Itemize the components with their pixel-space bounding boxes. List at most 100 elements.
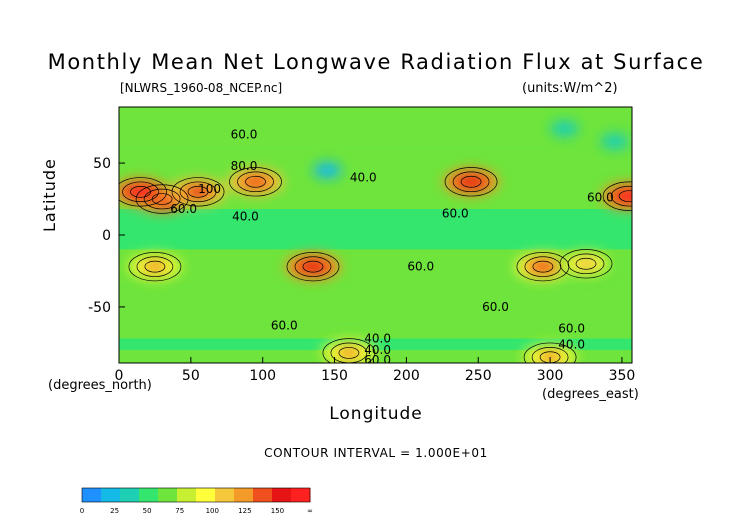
contour-line bbox=[237, 171, 274, 193]
contour-label: 60.0 bbox=[364, 353, 391, 367]
y-axis-label: Latitude bbox=[40, 158, 59, 232]
latitude-band bbox=[119, 131, 632, 149]
colorbar-tick-label: 125 bbox=[238, 507, 251, 515]
hotspot bbox=[538, 350, 563, 363]
contour-label: 40.0 bbox=[350, 170, 377, 184]
contour-line bbox=[144, 260, 166, 273]
contour-line bbox=[338, 347, 360, 359]
dataset-filename: [NLWRS_1960-08_NCEP.nc] bbox=[120, 81, 283, 95]
contour-line bbox=[322, 338, 376, 363]
latitude-band bbox=[119, 338, 632, 351]
x-axis-label: Longitude bbox=[329, 404, 423, 424]
contour-line bbox=[460, 175, 482, 188]
contour-label: 60.0 bbox=[558, 321, 585, 335]
colorbar-swatch bbox=[234, 488, 254, 502]
x-tick-label: 100 bbox=[249, 368, 276, 384]
contour-line bbox=[245, 175, 266, 188]
hotspot bbox=[186, 184, 211, 199]
colorbar-tick-label: 75 bbox=[175, 507, 184, 515]
colorbar-tick-label: ∞ bbox=[307, 507, 313, 515]
contour-line bbox=[128, 251, 182, 282]
latitude-band bbox=[119, 107, 632, 132]
heatmap-field bbox=[119, 107, 632, 363]
latitude-band bbox=[119, 148, 632, 175]
contour-line bbox=[532, 260, 554, 273]
contour-label: 60.0 bbox=[482, 300, 509, 314]
colorbar-frame bbox=[81, 487, 311, 503]
contour-line bbox=[286, 251, 340, 282]
contour-label: 40.0 bbox=[364, 343, 391, 357]
contour-line bbox=[294, 256, 332, 277]
contour-label: 60.0 bbox=[442, 206, 469, 220]
hotspot bbox=[336, 345, 361, 360]
contour-line bbox=[452, 171, 490, 193]
colorbar-tick-label: 25 bbox=[110, 507, 119, 515]
y-tick-label: 0 bbox=[102, 228, 111, 244]
contour-line bbox=[151, 193, 173, 205]
contour-line bbox=[122, 181, 159, 203]
colorbar-swatch bbox=[177, 488, 197, 502]
colorbar-tick-label: 0 bbox=[80, 507, 84, 515]
contour-line bbox=[136, 256, 174, 277]
colorbar-tick-label: 100 bbox=[206, 507, 219, 515]
contour-line bbox=[567, 253, 605, 275]
contour-line bbox=[187, 186, 209, 198]
colorbar-swatch bbox=[120, 488, 140, 502]
contour-line bbox=[143, 188, 181, 210]
contour-label: 60.0 bbox=[170, 202, 197, 216]
x-tick-label: 350 bbox=[609, 368, 636, 384]
x-tick-label: 300 bbox=[537, 368, 564, 384]
contour-line bbox=[171, 177, 225, 207]
colorbar-swatch bbox=[291, 488, 311, 502]
contour-label: 60.0 bbox=[587, 191, 614, 205]
colorbar-swatch bbox=[82, 488, 102, 502]
contour-label: 60.0 bbox=[407, 260, 434, 274]
y-axis-unit: (degrees_north) bbox=[48, 378, 152, 393]
x-tick-label: 150 bbox=[321, 368, 348, 384]
x-tick-label: 200 bbox=[393, 368, 420, 384]
colorbar-swatch bbox=[196, 488, 216, 502]
contour-label: 40.0 bbox=[232, 209, 259, 223]
contour-line bbox=[610, 185, 632, 207]
hotspot bbox=[300, 259, 325, 274]
colorbar-swatch bbox=[158, 488, 178, 502]
colorbar-swatch bbox=[272, 488, 292, 502]
y-tick-label: -50 bbox=[88, 300, 111, 316]
latitude-band bbox=[119, 209, 632, 250]
contour-line bbox=[179, 181, 217, 203]
x-axis-unit: (degrees_east) bbox=[542, 387, 639, 402]
coldspot bbox=[550, 120, 579, 137]
contour-label: 60.0 bbox=[271, 319, 298, 333]
colorbar-tick-label: 150 bbox=[271, 507, 284, 515]
contour-labels: 60.080.010060.040.040.060.060.060.060.06… bbox=[170, 127, 614, 367]
hotspot bbox=[574, 256, 599, 271]
chart-title: Monthly Mean Net Longwave Radiation Flux… bbox=[47, 50, 705, 74]
x-tick-label: 250 bbox=[465, 368, 492, 384]
contour-line bbox=[575, 257, 597, 270]
contour-line bbox=[602, 181, 632, 211]
contour-interval: CONTOUR INTERVAL = 1.000E+01 bbox=[264, 446, 488, 460]
contour-line bbox=[559, 249, 613, 279]
axes: 0 50 100 150 200 250 300 350 50 0 -50 bbox=[88, 156, 635, 384]
latitude-band bbox=[119, 285, 632, 325]
colorbar-swatch bbox=[215, 488, 235, 502]
contour-line bbox=[524, 256, 562, 277]
y-tick-label: 50 bbox=[93, 156, 111, 172]
colorbar-swatch bbox=[101, 488, 121, 502]
hotspot bbox=[459, 174, 484, 189]
units-label: (units:W/m^2) bbox=[522, 81, 618, 96]
colorbar-tick-label: 50 bbox=[143, 507, 152, 515]
latitude-band bbox=[119, 324, 632, 339]
coldspot bbox=[313, 162, 342, 179]
colorbar: 0 25 50 75 100 125 150 ∞ bbox=[80, 487, 313, 515]
contour-label: 60.0 bbox=[231, 127, 258, 141]
hotspot bbox=[617, 189, 632, 204]
contour-line bbox=[531, 347, 569, 363]
colorbar-swatch bbox=[139, 488, 159, 502]
hotspot bbox=[243, 174, 268, 189]
contour-line bbox=[130, 186, 151, 198]
contour-line bbox=[302, 260, 324, 273]
contour-line bbox=[618, 190, 632, 203]
coldspot bbox=[600, 133, 629, 150]
